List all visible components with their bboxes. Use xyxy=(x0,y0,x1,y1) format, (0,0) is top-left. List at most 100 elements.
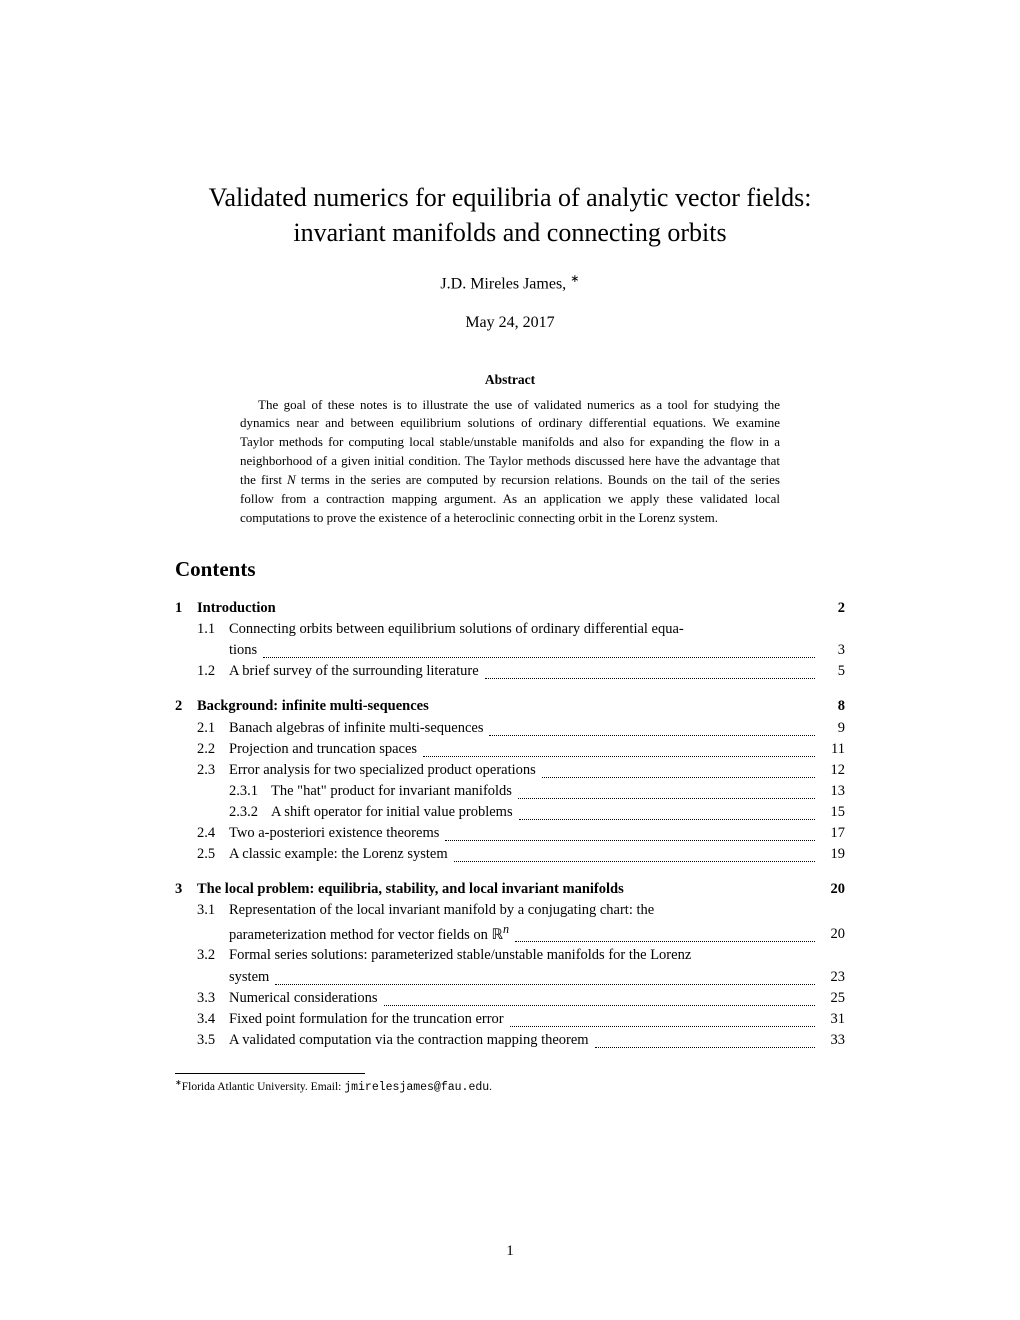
toc-sub-number: 1.1 xyxy=(197,619,229,640)
toc-subsub-page: 13 xyxy=(819,781,845,802)
toc-dots xyxy=(489,734,815,736)
toc-subsection-row: 2.3Error analysis for two specialized pr… xyxy=(197,760,845,781)
footnote: ∗Florida Atlantic University. Email: jmi… xyxy=(175,1078,845,1094)
toc-section-title: Introduction xyxy=(197,598,276,619)
toc-dots xyxy=(519,818,815,820)
toc-subsection-row: 1.2A brief survey of the surrounding lit… xyxy=(197,661,845,682)
toc-section-page: 8 xyxy=(819,696,845,717)
toc-subsub-page: 15 xyxy=(819,802,845,823)
toc-subsub-number: 2.3.2 xyxy=(229,802,271,823)
toc-section-row: 1Introduction 2 xyxy=(175,598,845,619)
footnote-email: jmirelesjames@fau.edu xyxy=(344,1080,489,1093)
toc-sub-text: Error analysis for two specialized produ… xyxy=(229,760,536,781)
toc-dots xyxy=(445,839,815,841)
toc-sub-text: Banach algebras of infinite multi-sequen… xyxy=(229,718,483,739)
toc-cont-text: parameterization method for vector field… xyxy=(229,921,509,946)
author-name: J.D. Mireles James, xyxy=(440,276,566,293)
contents-heading: Contents xyxy=(175,557,845,582)
toc-sub-text: Connecting orbits between equilibrium so… xyxy=(229,619,684,640)
toc-subsection-row: 3.5A validated computation via the contr… xyxy=(197,1030,845,1051)
toc-sub-page: 3 xyxy=(819,640,845,661)
toc-sub-number: 3.2 xyxy=(197,945,229,966)
toc-section: 1Introduction 2 1.1Connecting orbits betwe… xyxy=(175,598,845,682)
toc-subsub-text: A shift operator for initial value probl… xyxy=(271,802,513,823)
toc-subsub-number: 2.3.1 xyxy=(229,781,271,802)
toc-dots xyxy=(510,1025,815,1027)
title-line-2: invariant manifolds and connecting orbit… xyxy=(293,218,726,247)
toc-sub-page: 25 xyxy=(819,988,845,1009)
page-number: 1 xyxy=(0,1243,1020,1260)
toc-dots xyxy=(275,983,815,985)
toc-sub-number: 2.4 xyxy=(197,823,229,844)
toc-sub-number: 2.3 xyxy=(197,760,229,781)
toc-sub-text: Fixed point formulation for the truncati… xyxy=(229,1009,504,1030)
toc-sub-number: 1.2 xyxy=(197,661,229,682)
toc-subsection-row: 3.2Formal series solutions: parameterize… xyxy=(197,945,845,966)
toc-section-number: 1 xyxy=(175,598,197,619)
toc-sub-number: 3.3 xyxy=(197,988,229,1009)
toc-subsection-continuation: system 23 xyxy=(229,967,845,988)
toc-section-number: 2 xyxy=(175,696,197,717)
toc-subsubsection-row: 2.3.2A shift operator for initial value … xyxy=(229,802,845,823)
toc-dots xyxy=(263,656,815,658)
title-line-1: Validated numerics for equilibria of ana… xyxy=(209,183,812,212)
toc-section-title: The local problem: equilibria, stability… xyxy=(197,879,624,900)
toc-subsection-row: 3.4Fixed point formulation for the trunc… xyxy=(197,1009,845,1030)
toc-section-title: Background: infinite multi-sequences xyxy=(197,696,429,717)
toc-dots xyxy=(542,776,815,778)
abstract-heading: Abstract xyxy=(240,372,780,388)
paper-authors: J.D. Mireles James, ∗ xyxy=(175,272,845,293)
toc-sub-text: Representation of the local invariant ma… xyxy=(229,900,654,921)
toc-subsection-row: 2.1Banach algebras of infinite multi-seq… xyxy=(197,718,845,739)
toc-sub-text: A brief survey of the surrounding litera… xyxy=(229,661,479,682)
toc-subsection-row: 3.1Representation of the local invariant… xyxy=(197,900,845,921)
toc-sub-page: 23 xyxy=(819,967,845,988)
toc-sub-page: 12 xyxy=(819,760,845,781)
toc-sub-text: A classic example: the Lorenz system xyxy=(229,844,448,865)
toc-sub-number: 2.2 xyxy=(197,739,229,760)
paper-title: Validated numerics for equilibria of ana… xyxy=(175,180,845,250)
toc-dots xyxy=(454,860,815,862)
toc-sub-number: 2.1 xyxy=(197,718,229,739)
toc-sub-text: Formal series solutions: parameterized s… xyxy=(229,945,691,966)
toc-subsection-continuation: tions3 xyxy=(229,640,845,661)
toc-subsubsection-row: 2.3.1The "hat" product for invariant man… xyxy=(229,781,845,802)
toc-sub-text: Projection and truncation spaces xyxy=(229,739,417,760)
table-of-contents: 1Introduction 2 1.1Connecting orbits betwe… xyxy=(175,598,845,1050)
toc-section-number: 3 xyxy=(175,879,197,900)
abstract-body: The goal of these notes is to illustrate… xyxy=(240,396,780,528)
toc-section-row: 3The local problem: equilibria, stabilit… xyxy=(175,879,845,900)
toc-dots xyxy=(595,1046,815,1048)
toc-sub-page: 11 xyxy=(819,739,845,760)
toc-cont-text: system xyxy=(229,967,269,988)
toc-sub-page: 19 xyxy=(819,844,845,865)
paper-date: May 24, 2017 xyxy=(175,314,845,332)
author-footnote-mark: ∗ xyxy=(570,273,579,285)
toc-sub-number: 2.5 xyxy=(197,844,229,865)
toc-subsection-continuation: parameterization method for vector field… xyxy=(229,921,845,946)
toc-sub-page: 9 xyxy=(819,718,845,739)
toc-sub-text: A validated computation via the contract… xyxy=(229,1030,589,1051)
footnote-rule xyxy=(175,1073,365,1074)
footnote-text: Florida Atlantic University. Email: xyxy=(182,1080,344,1092)
toc-sub-text: Two a-posteriori existence theorems xyxy=(229,823,439,844)
toc-dots xyxy=(518,797,815,799)
toc-sub-page: 33 xyxy=(819,1030,845,1051)
toc-subsection-row: 2.5A classic example: the Lorenz system 1… xyxy=(197,844,845,865)
toc-subsection-row: 2.2Projection and truncation spaces 11 xyxy=(197,739,845,760)
toc-dots xyxy=(485,677,815,679)
footnote-mark: ∗ xyxy=(175,1078,182,1087)
toc-section: 3The local problem: equilibria, stabilit… xyxy=(175,879,845,1051)
toc-sub-page: 31 xyxy=(819,1009,845,1030)
toc-section: 2Background: infinite multi-sequences82.… xyxy=(175,696,845,864)
toc-sub-number: 3.4 xyxy=(197,1009,229,1030)
toc-sub-page: 20 xyxy=(819,924,845,945)
toc-section-page: 2 xyxy=(819,598,845,619)
toc-dots xyxy=(423,755,815,757)
toc-dots xyxy=(515,940,815,942)
toc-subsub-text: The "hat" product for invariant manifold… xyxy=(271,781,512,802)
toc-sub-page: 5 xyxy=(819,661,845,682)
toc-section-page: 20 xyxy=(819,879,845,900)
toc-sub-text: Numerical considerations xyxy=(229,988,378,1009)
toc-subsection-row: 3.3Numerical considerations 25 xyxy=(197,988,845,1009)
